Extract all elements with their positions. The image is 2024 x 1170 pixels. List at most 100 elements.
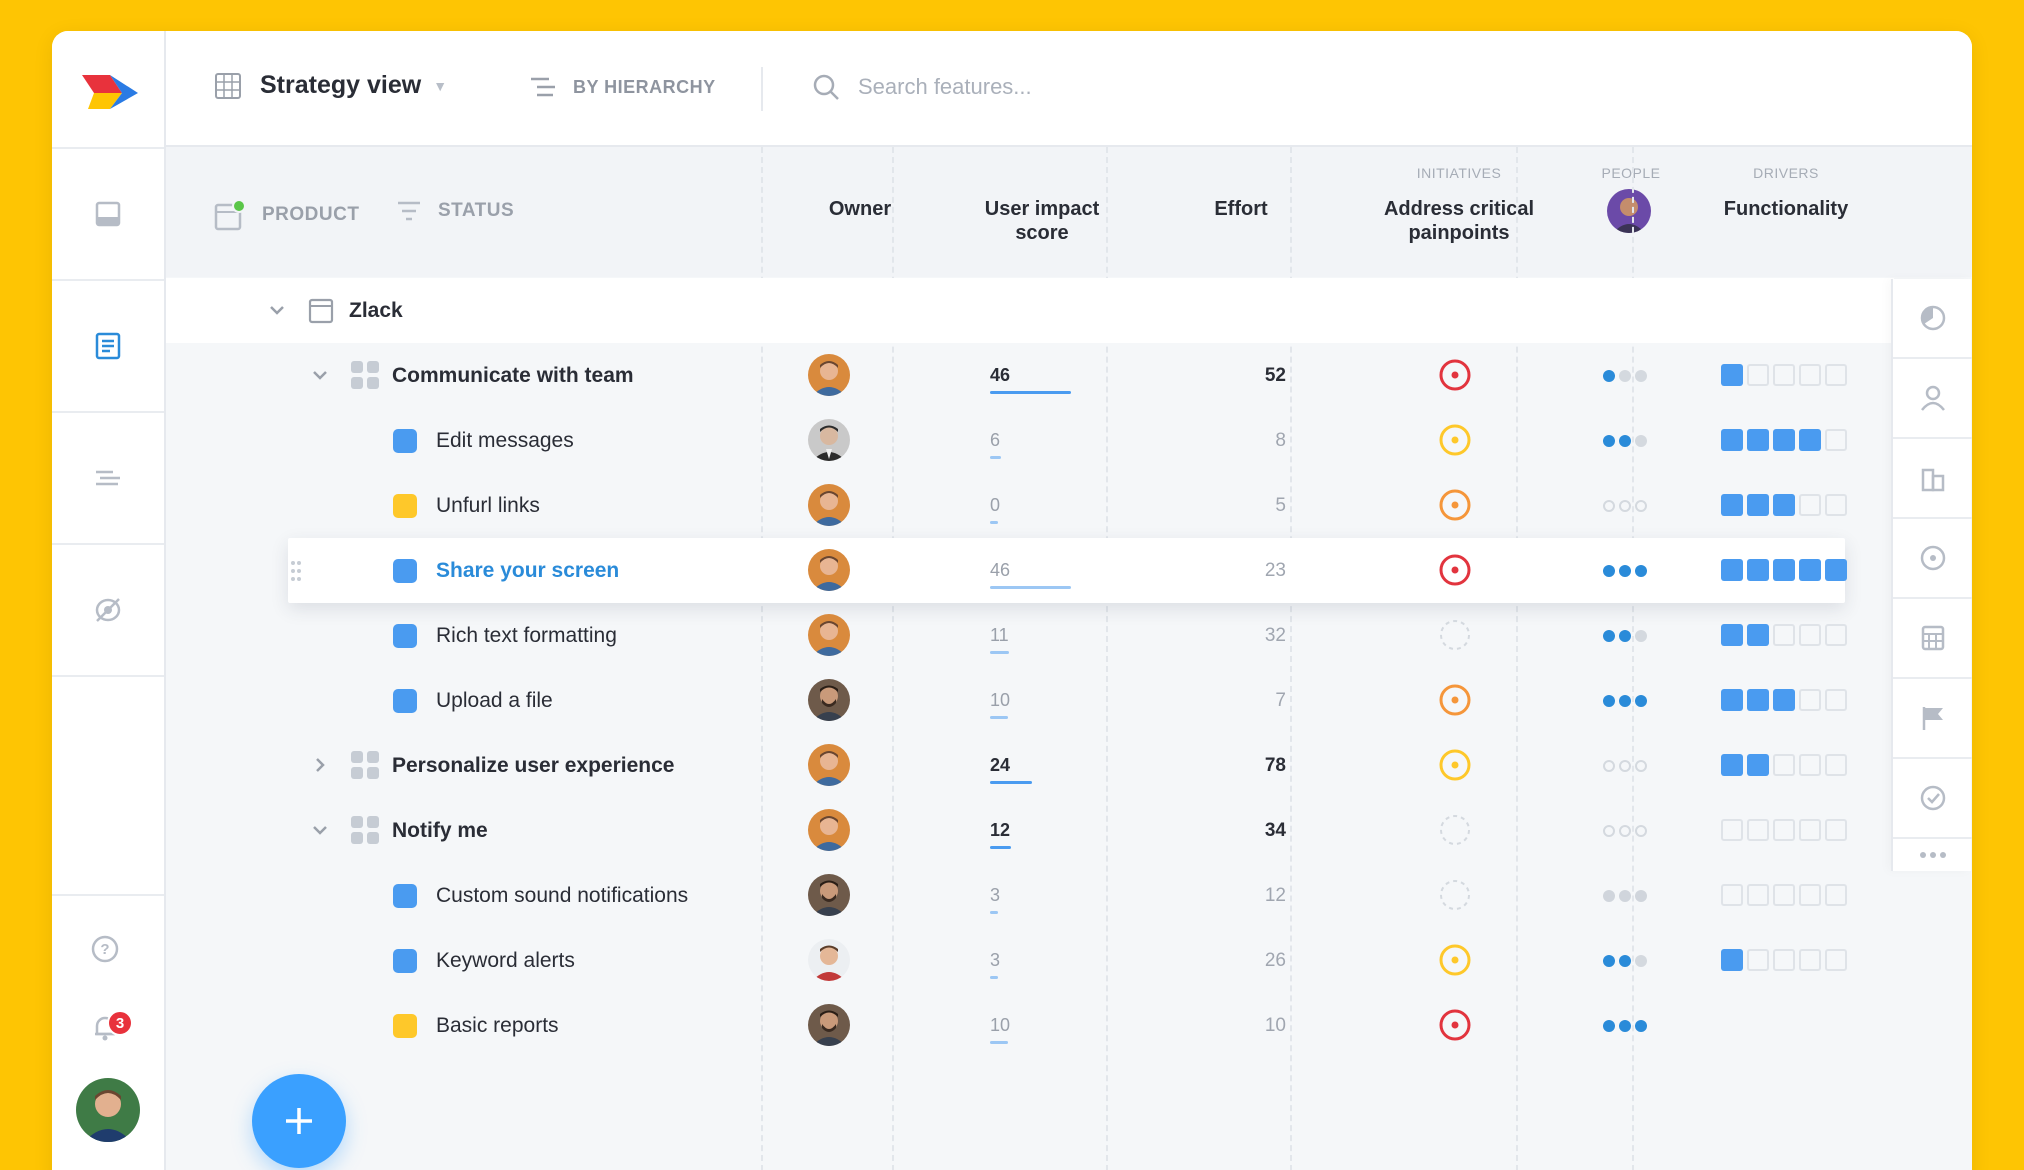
effort-value[interactable]: 34 [1264,820,1286,841]
rrail-calculator[interactable] [1893,599,1972,679]
owner-avatar[interactable] [808,614,850,656]
rrail-chart[interactable] [1893,279,1972,359]
initiative-empty-icon[interactable] [1438,813,1472,847]
subfeature-row[interactable]: Rich text formatting 11 32 [166,603,1894,668]
feature-name[interactable]: Communicate with team [392,363,634,387]
subfeature-row[interactable]: Unfurl links 0 5 [166,473,1894,538]
user-impact-score[interactable]: 0 [990,495,1000,524]
functionality-rating[interactable] [1721,884,1847,906]
effort-value[interactable]: 10 [1264,1015,1286,1036]
initiative-target-icon[interactable] [1438,553,1472,587]
owner-avatar[interactable] [808,744,850,786]
rrail-more[interactable] [1893,839,1972,871]
column-effort[interactable]: Effort [1214,198,1268,220]
functionality-rating[interactable] [1721,689,1847,711]
status-indicator[interactable] [393,689,417,713]
user-impact-score[interactable]: 11 [990,625,1009,654]
subfeature-row[interactable]: Basic reports 10 10 [166,993,1894,1058]
people-rating[interactable] [1603,565,1647,577]
rrail-done[interactable] [1893,759,1972,839]
user-impact-score[interactable]: 10 [990,690,1010,719]
functionality-rating[interactable] [1721,559,1847,581]
owner-avatar[interactable] [808,679,850,721]
people-rating[interactable] [1603,435,1647,447]
initiative-target-icon[interactable] [1438,748,1472,782]
user-impact-score[interactable]: 12 [990,820,1011,849]
subfeature-name[interactable]: Rich text formatting [436,623,617,647]
nav-insights[interactable] [52,543,164,675]
status-indicator[interactable] [393,1014,417,1038]
initiative-target-icon[interactable] [1438,1008,1472,1042]
column-owner[interactable]: Owner [828,198,892,220]
effort-value[interactable]: 12 [1264,885,1286,906]
initiative-target-icon[interactable] [1438,358,1472,392]
initiative-target-icon[interactable] [1438,943,1472,977]
drag-handle-icon[interactable] [290,560,302,582]
feature-name[interactable]: Personalize user experience [392,753,675,777]
effort-value[interactable]: 23 [1264,560,1286,581]
chevron-down-icon[interactable] [310,365,330,385]
subfeature-row[interactable]: Edit messages 6 8 [166,408,1894,473]
subfeature-name[interactable]: Edit messages [436,428,574,452]
feature-row[interactable]: Communicate with team 46 52 [166,343,1894,408]
effort-value[interactable]: 26 [1264,950,1286,971]
product-filter[interactable]: PRODUCT [214,199,359,231]
initiative-target-icon[interactable] [1438,423,1472,457]
owner-avatar[interactable] [808,939,850,981]
people-rating[interactable] [1603,1020,1647,1032]
help-icon[interactable]: ? [90,934,120,964]
feature-name[interactable]: Notify me [392,818,488,842]
rrail-objectives[interactable] [1893,519,1972,599]
people-rating[interactable] [1603,890,1647,902]
functionality-rating[interactable] [1721,494,1847,516]
subfeature-name[interactable]: Basic reports [436,1013,559,1037]
user-impact-score[interactable]: 3 [990,950,1000,979]
chevron-down-icon[interactable] [267,300,287,320]
nav-inbox[interactable] [52,147,164,279]
product-row[interactable]: Zlack [166,278,1894,343]
column-user-impact[interactable]: User impact score [942,197,1142,245]
functionality-rating[interactable] [1721,949,1847,971]
chevron-down-icon[interactable] [310,820,330,840]
functionality-rating[interactable] [1721,364,1847,386]
people-rating[interactable] [1603,955,1647,967]
status-indicator[interactable] [393,624,417,648]
status-indicator[interactable] [393,949,417,973]
search-input[interactable] [858,74,1278,100]
status-indicator[interactable] [393,429,417,453]
people-rating[interactable] [1603,370,1647,382]
nav-roadmap[interactable] [52,411,164,543]
user-avatar[interactable] [76,1078,140,1142]
status-indicator[interactable] [393,559,417,583]
subfeature-name[interactable]: Keyword alerts [436,948,575,972]
owner-avatar[interactable] [808,484,850,526]
app-logo[interactable] [82,69,138,111]
owner-avatar[interactable] [808,809,850,851]
nav-features[interactable] [52,279,164,411]
initiative-empty-icon[interactable] [1438,618,1472,652]
user-impact-score[interactable]: 24 [990,755,1032,784]
chevron-right-icon[interactable] [310,755,330,775]
subfeature-name[interactable]: Share your screen [436,558,620,582]
effort-value[interactable]: 7 [1275,690,1286,711]
people-rating[interactable] [1603,500,1647,512]
owner-avatar[interactable] [808,419,850,461]
user-impact-score[interactable]: 10 [990,1015,1010,1044]
subfeature-name[interactable]: Upload a file [436,688,553,712]
hierarchy-toggle[interactable]: BY HIERARCHY [529,75,716,99]
subfeature-row[interactable]: Custom sound notifications 3 12 [166,863,1894,928]
view-selector[interactable]: Strategy view ▼ [214,71,447,100]
effort-value[interactable]: 8 [1275,430,1286,451]
add-button[interactable] [252,1074,346,1168]
people-rating[interactable] [1603,630,1647,642]
functionality-rating[interactable] [1721,624,1847,646]
feature-row[interactable]: Notify me 12 34 [166,798,1894,863]
column-address-painpoints[interactable]: Address critical painpoints [1344,197,1574,245]
status-indicator[interactable] [393,494,417,518]
subfeature-name[interactable]: Custom sound notifications [436,883,689,907]
status-filter[interactable]: STATUS [396,199,514,223]
functionality-rating[interactable] [1721,429,1847,451]
user-impact-score[interactable]: 6 [990,430,1001,459]
people-rating[interactable] [1603,695,1647,707]
owner-avatar[interactable] [808,549,850,591]
